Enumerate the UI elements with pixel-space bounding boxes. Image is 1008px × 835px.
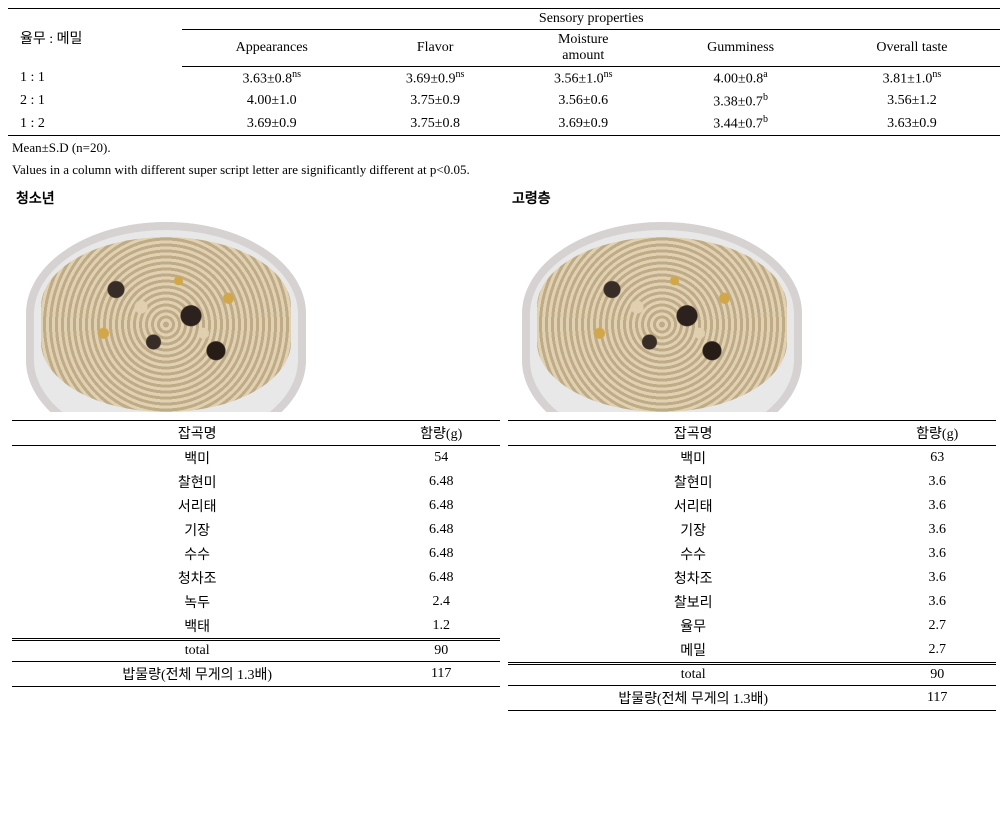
grain-name: 찰현미 (12, 470, 382, 494)
col-overall: Overall taste (824, 30, 1000, 67)
grain-amount: 3.6 (878, 518, 996, 542)
col-gumminess: Gumminess (657, 30, 824, 67)
grain-amount: 6.48 (382, 470, 500, 494)
grain-name: 메밀 (508, 638, 878, 664)
grain-amount: 2.4 (382, 590, 500, 614)
grain-amount: 6.48 (382, 566, 500, 590)
right-grain-table: 잡곡명 함량(g) 백미63찰현미3.6서리태3.6기장3.6수수3.6청차조3… (508, 420, 996, 711)
grain-name: 찰보리 (508, 590, 878, 614)
grain-amount: 6.48 (382, 518, 500, 542)
sensory-cell: 3.69±0.9ns (361, 67, 509, 90)
sensory-row-label: 1 : 2 (8, 112, 182, 135)
sensory-cell: 3.44±0.7b (657, 112, 824, 135)
right-photo (512, 212, 812, 412)
right-total-label: total (508, 663, 878, 685)
sensory-cell: 3.75±0.8 (361, 112, 509, 135)
right-water-value: 117 (878, 685, 996, 710)
sensory-cell: 3.38±0.7b (657, 90, 824, 113)
grain-name: 수수 (12, 542, 382, 566)
left-grain-table: 잡곡명 함량(g) 백미54찰현미6.48서리태6.48기장6.48수수6.48… (12, 420, 500, 687)
grain-name: 기장 (12, 518, 382, 542)
left-total-value: 90 (382, 639, 500, 661)
grain-name: 백태 (12, 614, 382, 640)
right-col-amount: 함량(g) (878, 420, 996, 445)
right-col-name: 잡곡명 (508, 420, 878, 445)
grain-amount: 54 (382, 445, 500, 470)
sensory-row-label: 1 : 1 (8, 67, 182, 90)
sensory-row-label: 2 : 1 (8, 90, 182, 113)
left-water-value: 117 (382, 661, 500, 686)
grain-amount: 1.2 (382, 614, 500, 640)
left-col-amount: 함량(g) (382, 420, 500, 445)
grain-name: 서리태 (12, 494, 382, 518)
grain-name: 율무 (508, 614, 878, 638)
grain-name: 기장 (508, 518, 878, 542)
grain-name: 서리태 (508, 494, 878, 518)
right-total-value: 90 (878, 663, 996, 685)
sensory-cell: 3.63±0.9 (824, 112, 1000, 135)
grain-amount: 2.7 (878, 614, 996, 638)
grain-name: 녹두 (12, 590, 382, 614)
col-flavor: Flavor (361, 30, 509, 67)
grain-amount: 3.6 (878, 566, 996, 590)
sensory-cell: 3.81±1.0ns (824, 67, 1000, 90)
sensory-cell: 3.56±1.0ns (509, 67, 657, 90)
sensory-cell: 4.00±0.8a (657, 67, 824, 90)
sensory-cell: 3.69±0.9 (509, 112, 657, 135)
grain-name: 청차조 (12, 566, 382, 590)
sensory-cell: 3.69±0.9 (182, 112, 361, 135)
grain-name: 찰현미 (508, 470, 878, 494)
grain-name: 수수 (508, 542, 878, 566)
sensory-cell: 3.56±1.2 (824, 90, 1000, 113)
grain-amount: 6.48 (382, 494, 500, 518)
group-header: Sensory properties (182, 9, 1000, 30)
left-col-name: 잡곡명 (12, 420, 382, 445)
grain-amount: 6.48 (382, 542, 500, 566)
col-appearances: Appearances (182, 30, 361, 67)
grain-name: 백미 (12, 445, 382, 470)
grain-name: 청차조 (508, 566, 878, 590)
sensory-table: 율무 : 메밀 Sensory properties Appearances F… (8, 8, 1000, 136)
left-water-label: 밥물량(전체 무게의 1.3배) (12, 661, 382, 686)
right-water-label: 밥물량(전체 무게의 1.3배) (508, 685, 878, 710)
sensory-cell: 3.75±0.9 (361, 90, 509, 113)
grain-amount: 3.6 (878, 590, 996, 614)
grain-name: 백미 (508, 445, 878, 470)
sensory-cell: 4.00±1.0 (182, 90, 361, 113)
left-photo (16, 212, 316, 412)
left-title: 청소년 (8, 188, 504, 208)
left-total-label: total (12, 639, 382, 661)
grain-amount: 2.7 (878, 638, 996, 664)
grain-amount: 3.6 (878, 494, 996, 518)
right-title: 고령층 (504, 188, 1000, 208)
footnote-1: Mean±S.D (n=20). (8, 136, 1000, 158)
grain-amount: 63 (878, 445, 996, 470)
sensory-cell: 3.56±0.6 (509, 90, 657, 113)
grain-amount: 3.6 (878, 542, 996, 566)
col-moisture: Moistureamount (509, 30, 657, 67)
footnote-2: Values in a column with different super … (8, 158, 1000, 180)
sensory-cell: 3.63±0.8ns (182, 67, 361, 90)
label-header: 율무 : 메밀 (8, 9, 182, 67)
grain-amount: 3.6 (878, 470, 996, 494)
